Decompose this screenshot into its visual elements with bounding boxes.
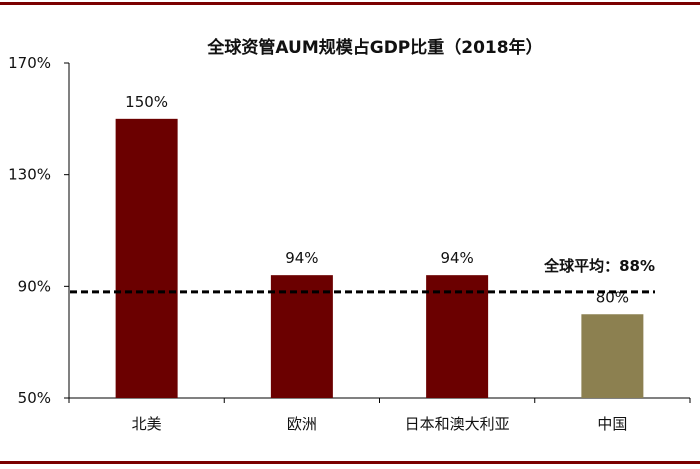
plot-area: 50%90%130%170%150%北美94%欧洲94%日本和澳大利亚80%中国…	[8, 54, 691, 433]
data-label: 94%	[285, 249, 318, 267]
bottom-rule	[0, 461, 700, 464]
y-tick-label: 50%	[18, 389, 51, 407]
bar-3	[426, 275, 489, 398]
chart-title: 全球资管AUM规模占GDP比重（2018年）	[206, 37, 542, 58]
y-tick-label: 90%	[18, 277, 51, 295]
y-tick-label: 170%	[8, 54, 51, 72]
average-label: 全球平均：88%	[543, 257, 655, 275]
x-category-label: 日本和澳大利亚	[405, 415, 510, 433]
bar-1	[115, 118, 178, 398]
x-category-label: 中国	[597, 415, 627, 433]
data-label: 94%	[440, 249, 473, 267]
y-tick-label: 130%	[8, 166, 51, 184]
x-category-label: 北美	[132, 415, 162, 433]
data-label: 150%	[125, 93, 168, 111]
top-rule	[0, 2, 700, 5]
bar-4	[581, 314, 644, 398]
bar-2	[270, 275, 333, 398]
x-category-label: 欧洲	[287, 415, 317, 433]
